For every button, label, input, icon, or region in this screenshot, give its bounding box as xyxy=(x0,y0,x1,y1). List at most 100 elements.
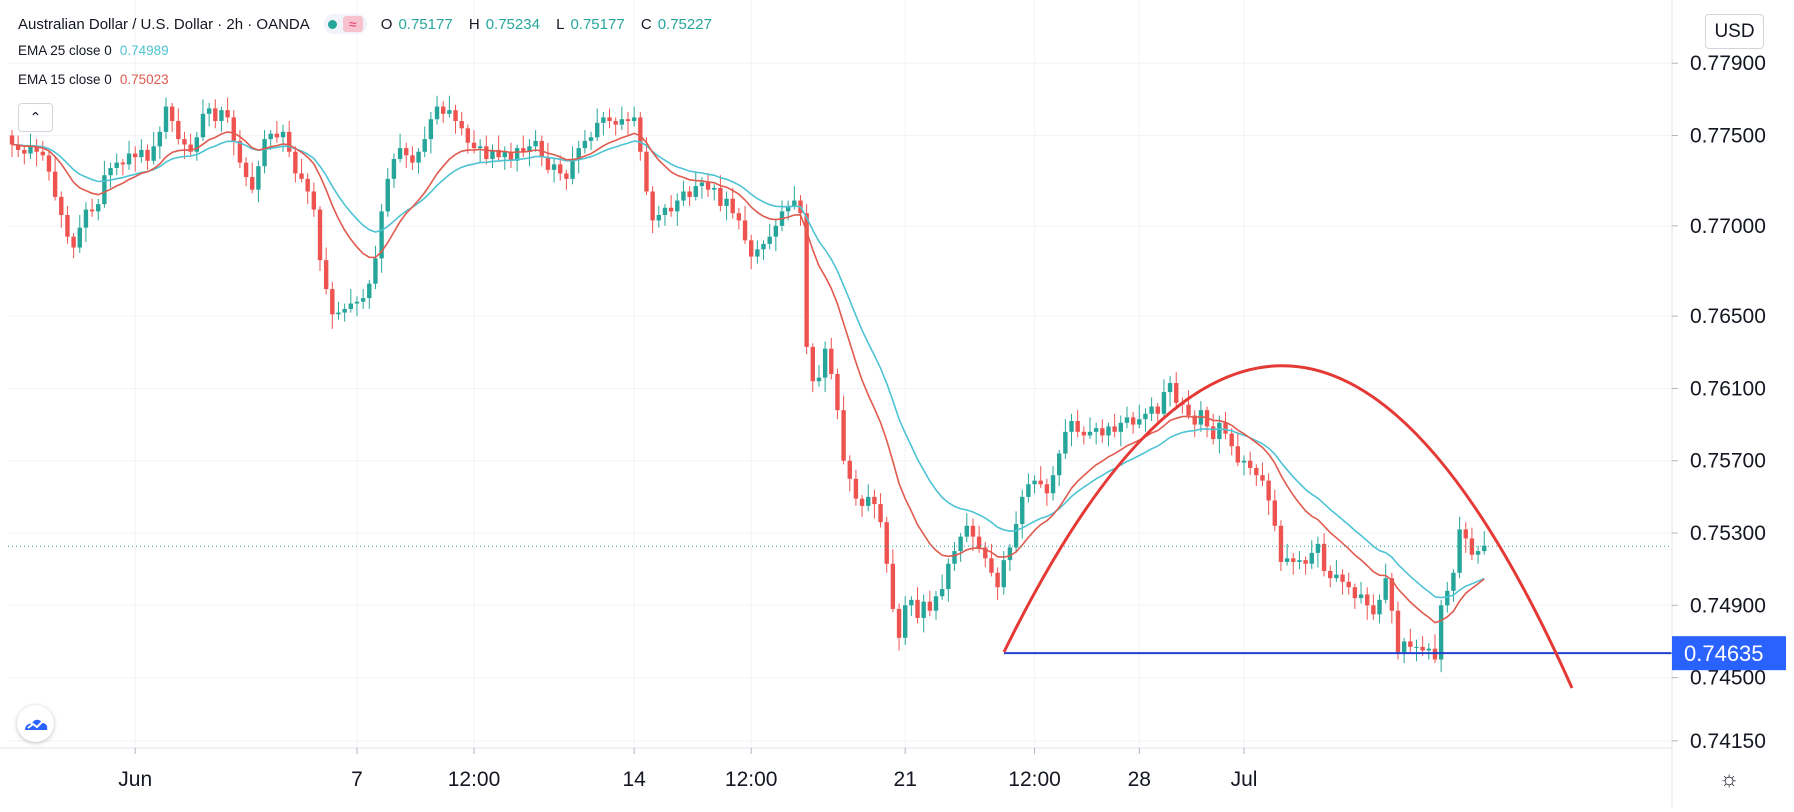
candle-body xyxy=(588,137,594,141)
candle-body xyxy=(631,117,637,122)
candle-body xyxy=(9,135,15,145)
candle-body xyxy=(533,140,538,147)
candle-body xyxy=(502,151,507,158)
currency-button[interactable]: USD xyxy=(1705,14,1764,49)
candle-body xyxy=(145,149,150,161)
candle-body xyxy=(675,200,680,212)
candle-body xyxy=(133,153,138,158)
y-tick-label: 0.74500 xyxy=(1690,667,1766,690)
candle-body xyxy=(1358,594,1364,599)
candle-body xyxy=(397,148,403,159)
candle-body xyxy=(176,121,181,140)
candle-body xyxy=(441,106,446,114)
candle-body xyxy=(1100,428,1105,436)
candle-body xyxy=(1365,594,1370,606)
candle-body xyxy=(890,563,896,609)
candle-body xyxy=(1241,460,1247,463)
ohlc-low: L 0.75177 xyxy=(556,15,625,33)
ema15-legend[interactable]: EMA 15 close 0 0.75023 xyxy=(18,65,724,94)
candle-body xyxy=(1130,417,1136,425)
symbol-title[interactable]: Australian Dollar / U.S. Dollar · 2h · O… xyxy=(18,15,310,33)
candle-body xyxy=(471,142,477,149)
ema25-legend[interactable]: EMA 25 close 0 0.74989 xyxy=(18,36,724,65)
candle-body xyxy=(1309,552,1314,564)
candle-body xyxy=(434,106,440,120)
cloud-chart-icon xyxy=(24,719,47,730)
candle-body xyxy=(1192,415,1197,425)
candle-body xyxy=(280,131,286,138)
candle-body xyxy=(1081,431,1087,436)
candle-body xyxy=(484,146,489,159)
candle-body xyxy=(274,133,280,138)
candle-body xyxy=(650,191,655,221)
candle-body xyxy=(1463,529,1468,539)
candle-body xyxy=(225,110,230,118)
settings-icon[interactable]: ☼ xyxy=(1719,766,1740,791)
candle-body xyxy=(1050,475,1056,494)
market-open-icon xyxy=(327,19,337,29)
candle-body xyxy=(514,148,520,161)
candle-body xyxy=(1032,480,1037,485)
candle-body xyxy=(527,146,532,152)
candle-body xyxy=(385,178,390,212)
tradingview-logo[interactable] xyxy=(17,705,54,742)
candle-body xyxy=(59,196,64,215)
candle-body xyxy=(422,139,427,152)
collapse-legend-button[interactable]: ⌃ xyxy=(18,103,53,132)
candle-body xyxy=(46,155,52,172)
candle-body xyxy=(1026,484,1031,497)
ohlc-open: O 0.75177 xyxy=(380,15,453,33)
candle-body xyxy=(712,187,717,190)
ema25-line xyxy=(11,140,1485,599)
candle-body xyxy=(1408,641,1413,647)
candle-body xyxy=(933,596,939,611)
y-tick-label: 0.74900 xyxy=(1690,594,1766,617)
candle-body xyxy=(730,198,735,214)
candle-body xyxy=(1186,404,1191,416)
ema25-name: EMA 25 close 0 xyxy=(18,43,112,58)
candle-body xyxy=(644,151,649,192)
candle-body xyxy=(262,139,267,167)
market-status-pill[interactable]: ≈ xyxy=(323,14,367,34)
candle-body xyxy=(896,608,902,638)
candle-body xyxy=(1414,646,1419,648)
candle-body xyxy=(52,171,58,197)
candle-body xyxy=(311,191,317,210)
candle-body xyxy=(1155,406,1160,414)
candle-body xyxy=(108,168,113,176)
candle-body xyxy=(465,128,471,143)
candle-body xyxy=(939,589,945,597)
candle-body xyxy=(490,149,495,159)
candle-body xyxy=(28,146,33,154)
candle-body xyxy=(1321,543,1327,571)
candle-body xyxy=(77,227,82,248)
ema15-value: 0.75023 xyxy=(119,72,169,87)
candle-body xyxy=(40,151,45,156)
y-tick-label: 0.77900 xyxy=(1690,52,1766,75)
candle-body xyxy=(1475,551,1481,555)
candle-body xyxy=(601,117,606,123)
candle-body xyxy=(625,119,631,122)
candle-body xyxy=(330,289,335,315)
candle-body xyxy=(1211,426,1216,440)
candle-body xyxy=(1229,433,1234,447)
candle-body xyxy=(878,504,883,523)
ohlc-close: C 0.75227 xyxy=(640,15,712,33)
candle-body xyxy=(34,146,39,152)
candle-body xyxy=(1334,574,1339,579)
candle-body xyxy=(1272,500,1277,526)
candle-body xyxy=(1087,431,1093,436)
candle-body xyxy=(755,249,760,257)
candle-body xyxy=(705,182,711,190)
candle-body xyxy=(582,140,588,149)
candle-body xyxy=(859,498,865,506)
candle-body xyxy=(995,572,1000,588)
x-tick-label: 7 xyxy=(351,768,363,791)
ema-lines xyxy=(11,131,1485,624)
candle-body xyxy=(1124,417,1130,423)
candle-body xyxy=(15,144,21,150)
candle-body xyxy=(1063,431,1068,454)
candle-body xyxy=(1469,538,1475,555)
